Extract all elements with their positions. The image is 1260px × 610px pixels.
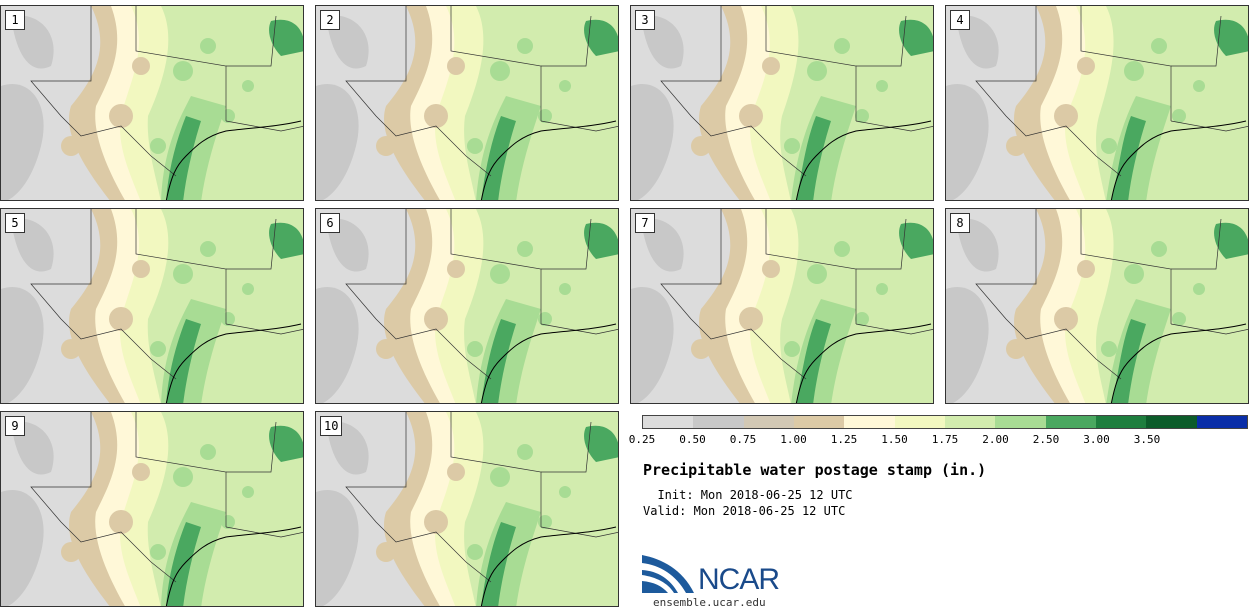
member-label: 4 [950,10,970,30]
colorbar-swatch [995,416,1046,428]
member-label: 1 [5,10,25,30]
site-url[interactable]: ensemble.ucar.edu [653,596,766,609]
colorbar-tick-label: 3.50 [1133,433,1161,446]
precipitable-water-map [631,209,933,403]
member-panel-3[interactable]: 3 [630,5,934,201]
colorbar-swatch [894,416,945,428]
map-title: Precipitable water postage stamp (in.) [643,461,987,479]
colorbar-swatch [1196,416,1247,428]
colorbar-tick-label: 0.75 [729,433,757,446]
colorbar-tick-label: 2.50 [1032,433,1060,446]
member-panel-8[interactable]: 8 [945,208,1249,404]
colorbar-swatch [1095,416,1147,428]
colorbar-swatch [844,416,895,428]
precipitable-water-map [1,209,303,403]
member-label: 7 [635,213,655,233]
member-panel-5[interactable]: 5 [0,208,304,404]
precipitable-water-map [316,412,618,606]
colorbar [642,415,1248,429]
member-label: 5 [5,213,25,233]
ncar-logo-text: NCAR [698,563,780,596]
member-panel-10[interactable]: 10 [315,411,619,607]
member-label: 8 [950,213,970,233]
precipitable-water-map [316,6,618,200]
precipitable-water-map [946,6,1248,200]
member-panel-9[interactable]: 9 [0,411,304,607]
member-panel-7[interactable]: 7 [630,208,934,404]
colorbar-tick-label: 1.00 [780,433,807,446]
ncar-logo-icon [642,555,694,593]
member-panel-2[interactable]: 2 [315,5,619,201]
colorbar-swatch [693,416,744,428]
member-label: 6 [320,213,340,233]
valid-time: Valid: Mon 2018-06-25 12 UTC [643,504,846,518]
colorbar-tick-label: 1.50 [881,433,908,446]
member-panel-4[interactable]: 4 [945,5,1249,201]
colorbar-tick-label: 3.00 [1083,433,1110,446]
colorbar-swatch [1045,416,1096,428]
colorbar-tick-label: 1.25 [830,433,858,446]
precipitable-water-map [316,209,618,403]
member-label: 3 [635,10,655,30]
member-panel-6[interactable]: 6 [315,208,619,404]
precipitable-water-map [631,6,933,200]
member-label: 9 [5,416,25,436]
colorbar-tick-label: 1.75 [931,433,959,446]
init-time: Init: Mon 2018-06-25 12 UTC [643,488,853,502]
colorbar-tick-label: 0.25 [628,433,656,446]
colorbar-swatch [1146,416,1197,428]
colorbar-swatch [944,416,996,428]
precipitable-water-map [946,209,1248,403]
precipitable-water-map [1,412,303,606]
colorbar-swatch [643,416,694,428]
member-label: 2 [320,10,340,30]
precipitable-water-map [1,6,303,200]
colorbar-tick-label: 2.00 [982,433,1009,446]
colorbar-tick-label: 0.50 [679,433,706,446]
colorbar-swatch [793,416,845,428]
member-panel-1[interactable]: 1 [0,5,304,201]
colorbar-swatch [743,416,794,428]
member-label: 10 [320,416,343,436]
